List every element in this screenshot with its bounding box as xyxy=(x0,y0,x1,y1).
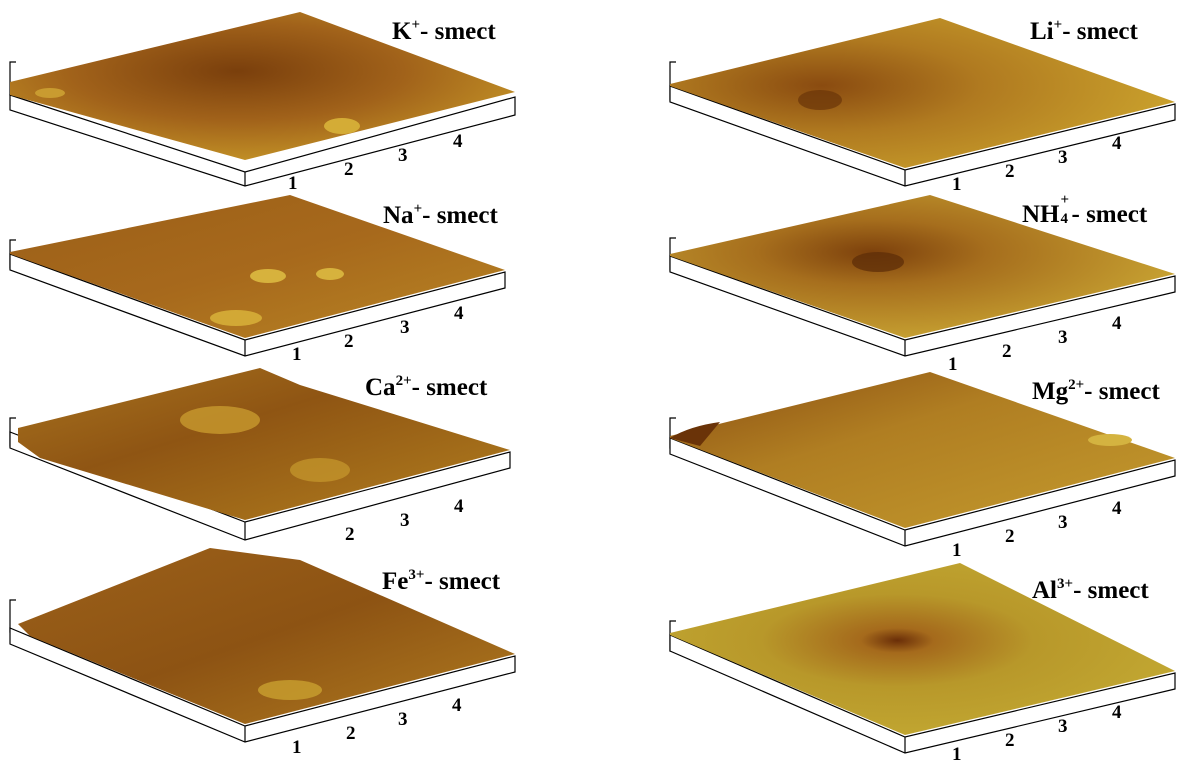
label-suffix: - smect xyxy=(1073,577,1149,604)
ion-symbol: Na xyxy=(383,202,414,229)
panel-label: K+- smect xyxy=(392,17,496,45)
ion-symbol: NH xyxy=(1022,201,1060,228)
label-suffix: - smect xyxy=(1084,378,1160,405)
panel-ca-smect: Ca2+- smect 2 3 4 xyxy=(0,360,560,545)
ion-symbol: Li xyxy=(1030,18,1054,45)
tick-3: 3 xyxy=(1058,716,1068,737)
panel-label: NH +4- smect xyxy=(1022,193,1148,228)
tick-4: 4 xyxy=(1112,133,1122,154)
tick-3: 3 xyxy=(398,145,408,166)
tick-3: 3 xyxy=(1058,147,1068,168)
ion-subscript: 4 xyxy=(1060,211,1069,227)
tick-4: 4 xyxy=(454,303,464,324)
ion-charge: + xyxy=(413,201,423,217)
ion-charge: 2+ xyxy=(1068,377,1085,393)
ion-charge: + xyxy=(411,17,421,33)
label-suffix: - smect xyxy=(1062,18,1138,45)
tick-4: 4 xyxy=(1112,498,1122,519)
panel-al-smect: Al3+- smect 1 2 3 4 xyxy=(660,555,1191,762)
tick-2: 2 xyxy=(1005,161,1015,182)
afm-surface-k xyxy=(9,12,516,187)
ion-charge: 3+ xyxy=(1057,576,1074,592)
ion-charge: + xyxy=(1060,192,1070,208)
panel-label: Al3+- smect xyxy=(1032,576,1149,604)
afm-surface-na xyxy=(9,195,506,357)
tick-4: 4 xyxy=(453,131,463,152)
tick-4: 4 xyxy=(1112,313,1122,334)
afm-surface-mg xyxy=(669,372,1176,547)
label-suffix: - smect xyxy=(420,18,496,45)
ion-symbol: Ca xyxy=(365,374,396,401)
tick-2: 2 xyxy=(344,159,354,180)
tick-1: 1 xyxy=(952,540,962,561)
panel-k-smect: K+- smect 1 2 3 4 xyxy=(0,0,560,195)
ion-symbol: Fe xyxy=(382,568,409,595)
tick-2: 2 xyxy=(346,723,356,744)
tick-3: 3 xyxy=(400,510,410,531)
afm-surface-al xyxy=(669,563,1176,754)
ion-charge-stack: +4 xyxy=(1060,193,1072,227)
tick-2: 2 xyxy=(1005,526,1015,547)
tick-2: 2 xyxy=(1005,730,1015,751)
afm-surface-nh4 xyxy=(669,195,1176,357)
tick-1: 1 xyxy=(952,174,962,195)
panel-nh4-smect: NH +4- smect 1 2 3 4 xyxy=(660,190,1191,374)
panel-fe-smect: Fe3+- smect 1 2 3 4 xyxy=(0,540,560,762)
panel-li-smect: Li+- smect 1 2 3 4 xyxy=(660,0,1191,195)
tick-3: 3 xyxy=(1058,327,1068,348)
tick-1: 1 xyxy=(288,173,298,194)
panel-label: Fe3+- smect xyxy=(382,567,501,595)
tick-4: 4 xyxy=(452,695,462,716)
panel-label: Na+- smect xyxy=(383,201,498,229)
tick-1: 1 xyxy=(948,354,958,375)
tick-2: 2 xyxy=(345,524,355,545)
tick-1: 1 xyxy=(292,344,302,365)
label-suffix: - smect xyxy=(411,374,488,401)
tick-2: 2 xyxy=(344,331,354,352)
ion-symbol: Al xyxy=(1032,577,1057,604)
ion-charge: 2+ xyxy=(395,373,412,389)
label-suffix: - smect xyxy=(422,202,498,229)
afm-surface-li xyxy=(669,18,1176,187)
afm-surface-ca xyxy=(9,368,511,541)
tick-2: 2 xyxy=(1002,341,1012,362)
panel-mg-smect: Mg2+- smect 1 2 3 4 xyxy=(660,360,1191,560)
tick-1: 1 xyxy=(292,737,302,758)
tick-3: 3 xyxy=(398,709,408,730)
panel-na-smect: Na+- smect 1 2 3 4 xyxy=(0,190,560,365)
label-suffix: - smect xyxy=(424,568,501,595)
tick-3: 3 xyxy=(1058,512,1068,533)
ion-symbol: K xyxy=(392,18,412,45)
ion-symbol: Mg xyxy=(1032,378,1069,405)
tick-1: 1 xyxy=(952,744,962,762)
afm-surface-fe xyxy=(9,548,516,743)
ion-charge: + xyxy=(1053,17,1063,33)
ion-charge: 3+ xyxy=(408,567,425,583)
tick-3: 3 xyxy=(400,317,410,338)
panel-label: Mg2+- smect xyxy=(1032,377,1160,405)
panel-label: Ca2+- smect xyxy=(365,373,488,401)
panel-label: Li+- smect xyxy=(1030,17,1138,45)
label-suffix: - smect xyxy=(1071,201,1148,228)
tick-4: 4 xyxy=(1112,702,1122,723)
tick-4: 4 xyxy=(454,496,464,517)
